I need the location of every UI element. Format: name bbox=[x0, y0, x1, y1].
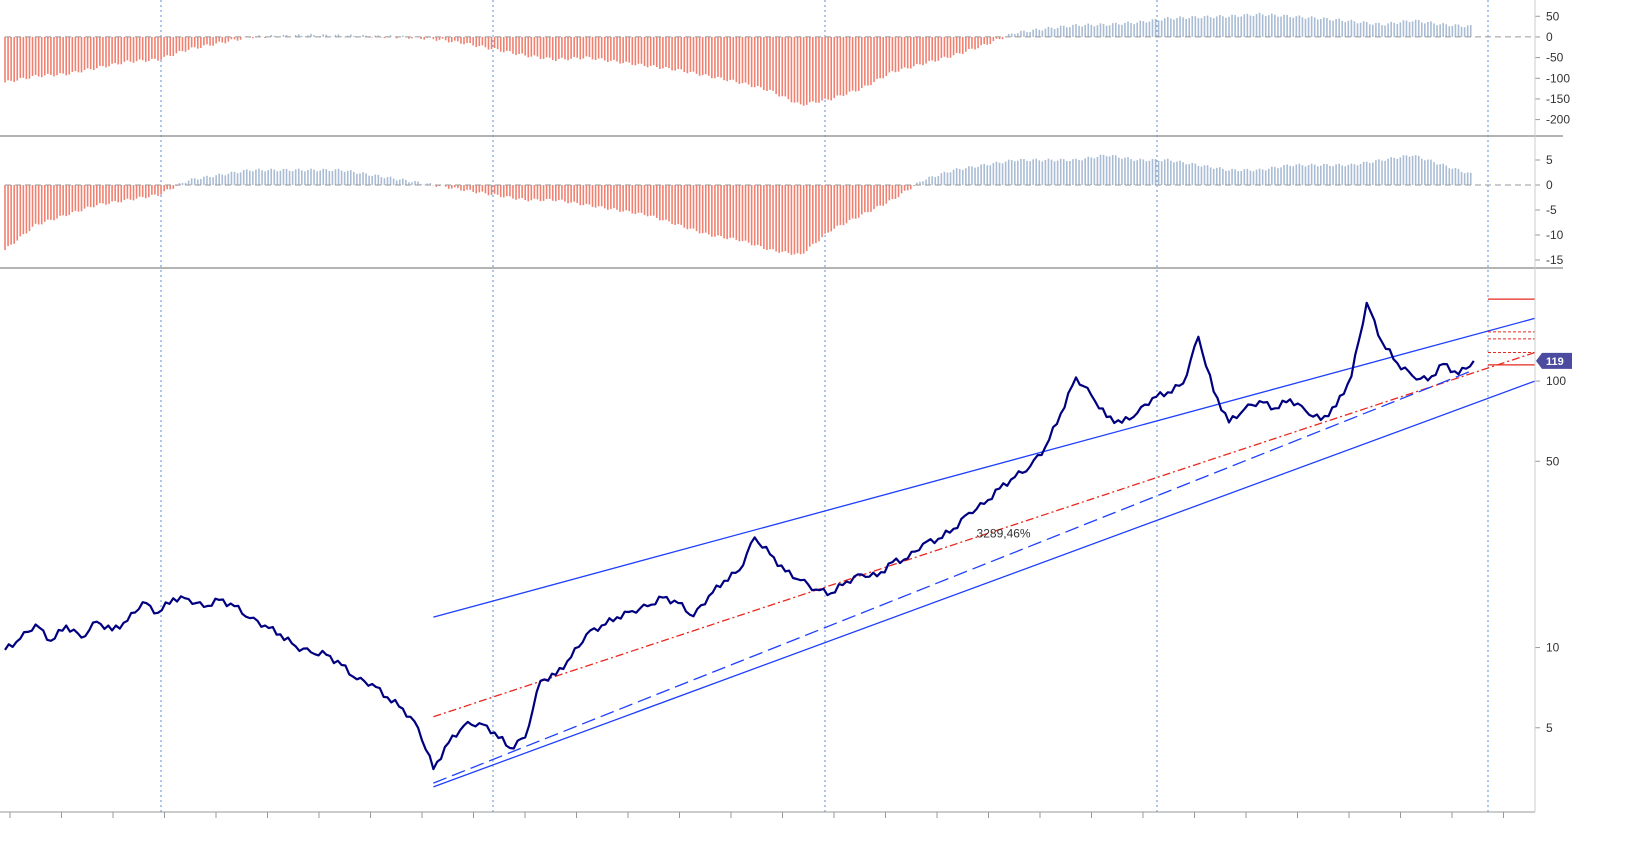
y-tick-label: 100 bbox=[1546, 374, 1566, 388]
x-axis bbox=[0, 811, 1535, 818]
y-tick-label: -100 bbox=[1546, 71, 1570, 85]
price-panel: 100 50 10 5 bbox=[4, 298, 1566, 788]
price-badge-label: 119 bbox=[1546, 356, 1564, 368]
y-tick-label: 50 bbox=[1546, 454, 1560, 468]
y-tick-label: -5 bbox=[1546, 203, 1557, 217]
y-tick-label: -50 bbox=[1546, 51, 1564, 65]
vertical-gridlines bbox=[160, 0, 1489, 812]
y-tick-label: -10 bbox=[1546, 228, 1564, 242]
y-tick-label: 0 bbox=[1546, 178, 1553, 192]
y-tick-label: 10 bbox=[1546, 641, 1560, 655]
upper-channel-line bbox=[433, 317, 1536, 618]
last-price-badge: 119 bbox=[1536, 352, 1572, 369]
oscillator-panel-1: 50 0 -50 -100 -150 -200 bbox=[4, 9, 1570, 127]
y-tick-label: 50 bbox=[1546, 9, 1560, 23]
lower-channel-line bbox=[433, 380, 1536, 788]
trend-dashed-line bbox=[433, 369, 1475, 784]
regression-percent-label: 3289,46% bbox=[977, 527, 1031, 541]
y-tick-label: -15 bbox=[1546, 253, 1564, 267]
y-tick-label: 5 bbox=[1546, 721, 1553, 735]
oscillator-panel-2: 5 0 -5 -10 -15 bbox=[4, 153, 1564, 267]
price-badge-shape bbox=[1536, 352, 1572, 369]
y-tick-label: 0 bbox=[1546, 30, 1553, 44]
regression-midline bbox=[433, 351, 1536, 718]
y-tick-label: 5 bbox=[1546, 153, 1553, 167]
y-tick-label: -150 bbox=[1546, 92, 1570, 106]
price-line bbox=[4, 301, 1475, 771]
y-tick-label: -200 bbox=[1546, 113, 1570, 127]
